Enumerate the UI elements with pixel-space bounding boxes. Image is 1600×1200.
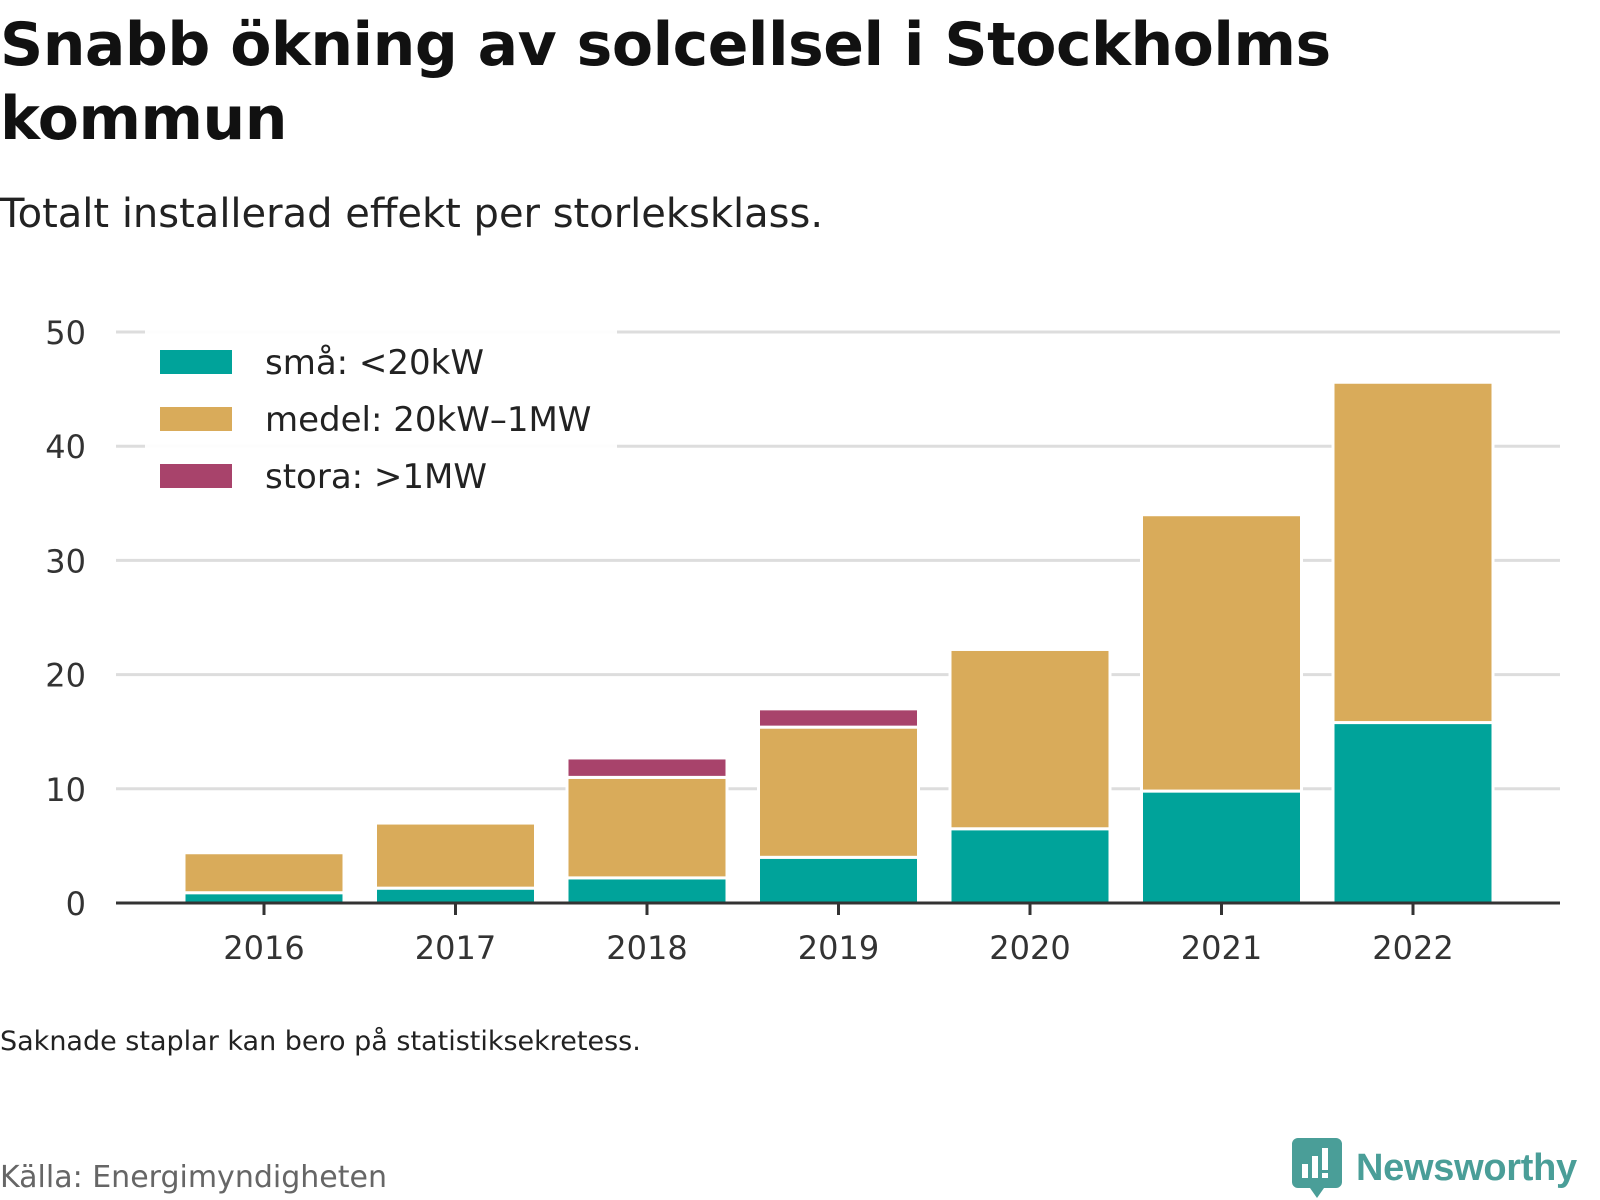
bar-segment bbox=[757, 707, 920, 729]
x-tick-label: 2016 bbox=[223, 929, 304, 967]
bar-segment bbox=[757, 725, 920, 859]
bar-segment bbox=[182, 851, 346, 895]
bar-segment bbox=[565, 876, 729, 905]
chart-subtitle: Totalt installerad effekt per storlekskl… bbox=[0, 191, 824, 237]
legend: små: <20kW medel: 20kW–1MW stora: >1MW bbox=[145, 330, 617, 497]
legend-swatch bbox=[160, 464, 232, 488]
chart-title: Snabb ökning av solcellsel i Stockholms … bbox=[0, 10, 1331, 154]
x-tick-label: 2018 bbox=[606, 929, 687, 967]
bar-segment bbox=[565, 775, 729, 880]
bar-segment bbox=[1140, 789, 1303, 905]
brand-name: Newsworthy bbox=[1356, 1146, 1577, 1189]
y-tick-label: 50 bbox=[45, 314, 86, 352]
newsworthy-logo-icon bbox=[1292, 1138, 1342, 1198]
bar-segment bbox=[757, 855, 920, 905]
bar-segment bbox=[948, 647, 1112, 831]
x-tick-label: 2020 bbox=[989, 929, 1070, 967]
x-axis: 2016 2017 2018 2019 2020 2021 2022 bbox=[116, 901, 1560, 967]
bar-segment bbox=[565, 756, 729, 779]
brand-logo: Newsworthy bbox=[1292, 1138, 1577, 1198]
legend-label: medel: 20kW–1MW bbox=[265, 400, 591, 440]
x-tick-label: 2019 bbox=[798, 929, 879, 967]
bar-segment bbox=[948, 827, 1112, 905]
legend-label: små: <20kW bbox=[265, 343, 484, 383]
bar-segment bbox=[182, 891, 346, 905]
x-tick-label: 2021 bbox=[1181, 929, 1262, 967]
chart-note: Saknade staplar kan bero på statistiksek… bbox=[0, 1026, 641, 1057]
bar-segment bbox=[374, 886, 537, 905]
x-tick-label: 2022 bbox=[1372, 929, 1453, 967]
y-tick-label: 30 bbox=[45, 542, 86, 580]
bar-segment bbox=[1140, 513, 1303, 793]
stacked-bar-chart: 0 10 20 30 40 50 2016 2017 2018 2019 2020 2021 2022… bbox=[45, 314, 1560, 967]
y-tick-label: 20 bbox=[45, 657, 86, 695]
x-tick-label: 2017 bbox=[415, 929, 496, 967]
legend-swatch bbox=[160, 350, 232, 374]
y-tick-label: 40 bbox=[45, 428, 86, 466]
bar-segment bbox=[374, 821, 537, 890]
y-tick-label: 10 bbox=[45, 771, 86, 809]
source-credit: Källa: Energimyndigheten bbox=[0, 1160, 387, 1195]
legend-swatch bbox=[160, 407, 232, 431]
y-axis-ticks: 0 10 20 30 40 50 bbox=[45, 314, 86, 923]
legend-label: stora: >1MW bbox=[265, 457, 487, 497]
bar-segment bbox=[1331, 380, 1495, 725]
y-tick-label: 0 bbox=[66, 885, 86, 923]
bar-segment bbox=[1331, 721, 1495, 905]
